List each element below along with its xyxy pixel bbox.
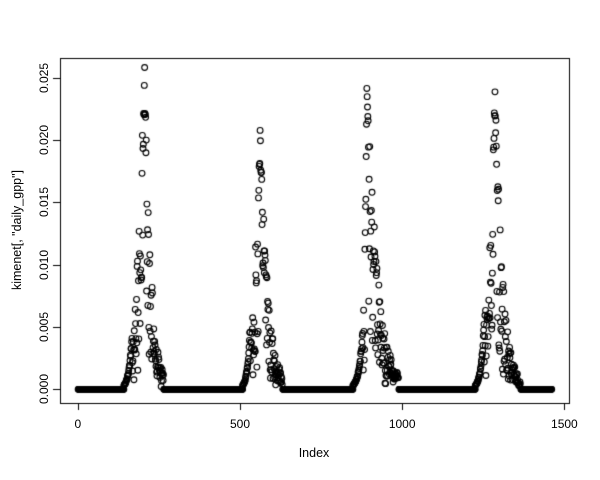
x-tick-label: 1000 <box>388 417 416 431</box>
y-axis-title: kimenet[, "daily_gpp"] <box>10 169 24 291</box>
y-tick-label: 0.025 <box>37 62 51 93</box>
x-tick-label: 0 <box>74 417 82 431</box>
y-tick-label: 0.010 <box>37 249 51 280</box>
y-tick-label: 0.015 <box>37 187 51 218</box>
y-tick-label: 0.000 <box>37 374 51 405</box>
x-tick-label: 1500 <box>551 417 578 431</box>
x-tick-label: 500 <box>229 417 251 431</box>
x-axis-title: Index <box>298 446 330 460</box>
y-tick-label: 0.020 <box>37 125 51 156</box>
y-tick-label: 0.005 <box>37 311 51 342</box>
